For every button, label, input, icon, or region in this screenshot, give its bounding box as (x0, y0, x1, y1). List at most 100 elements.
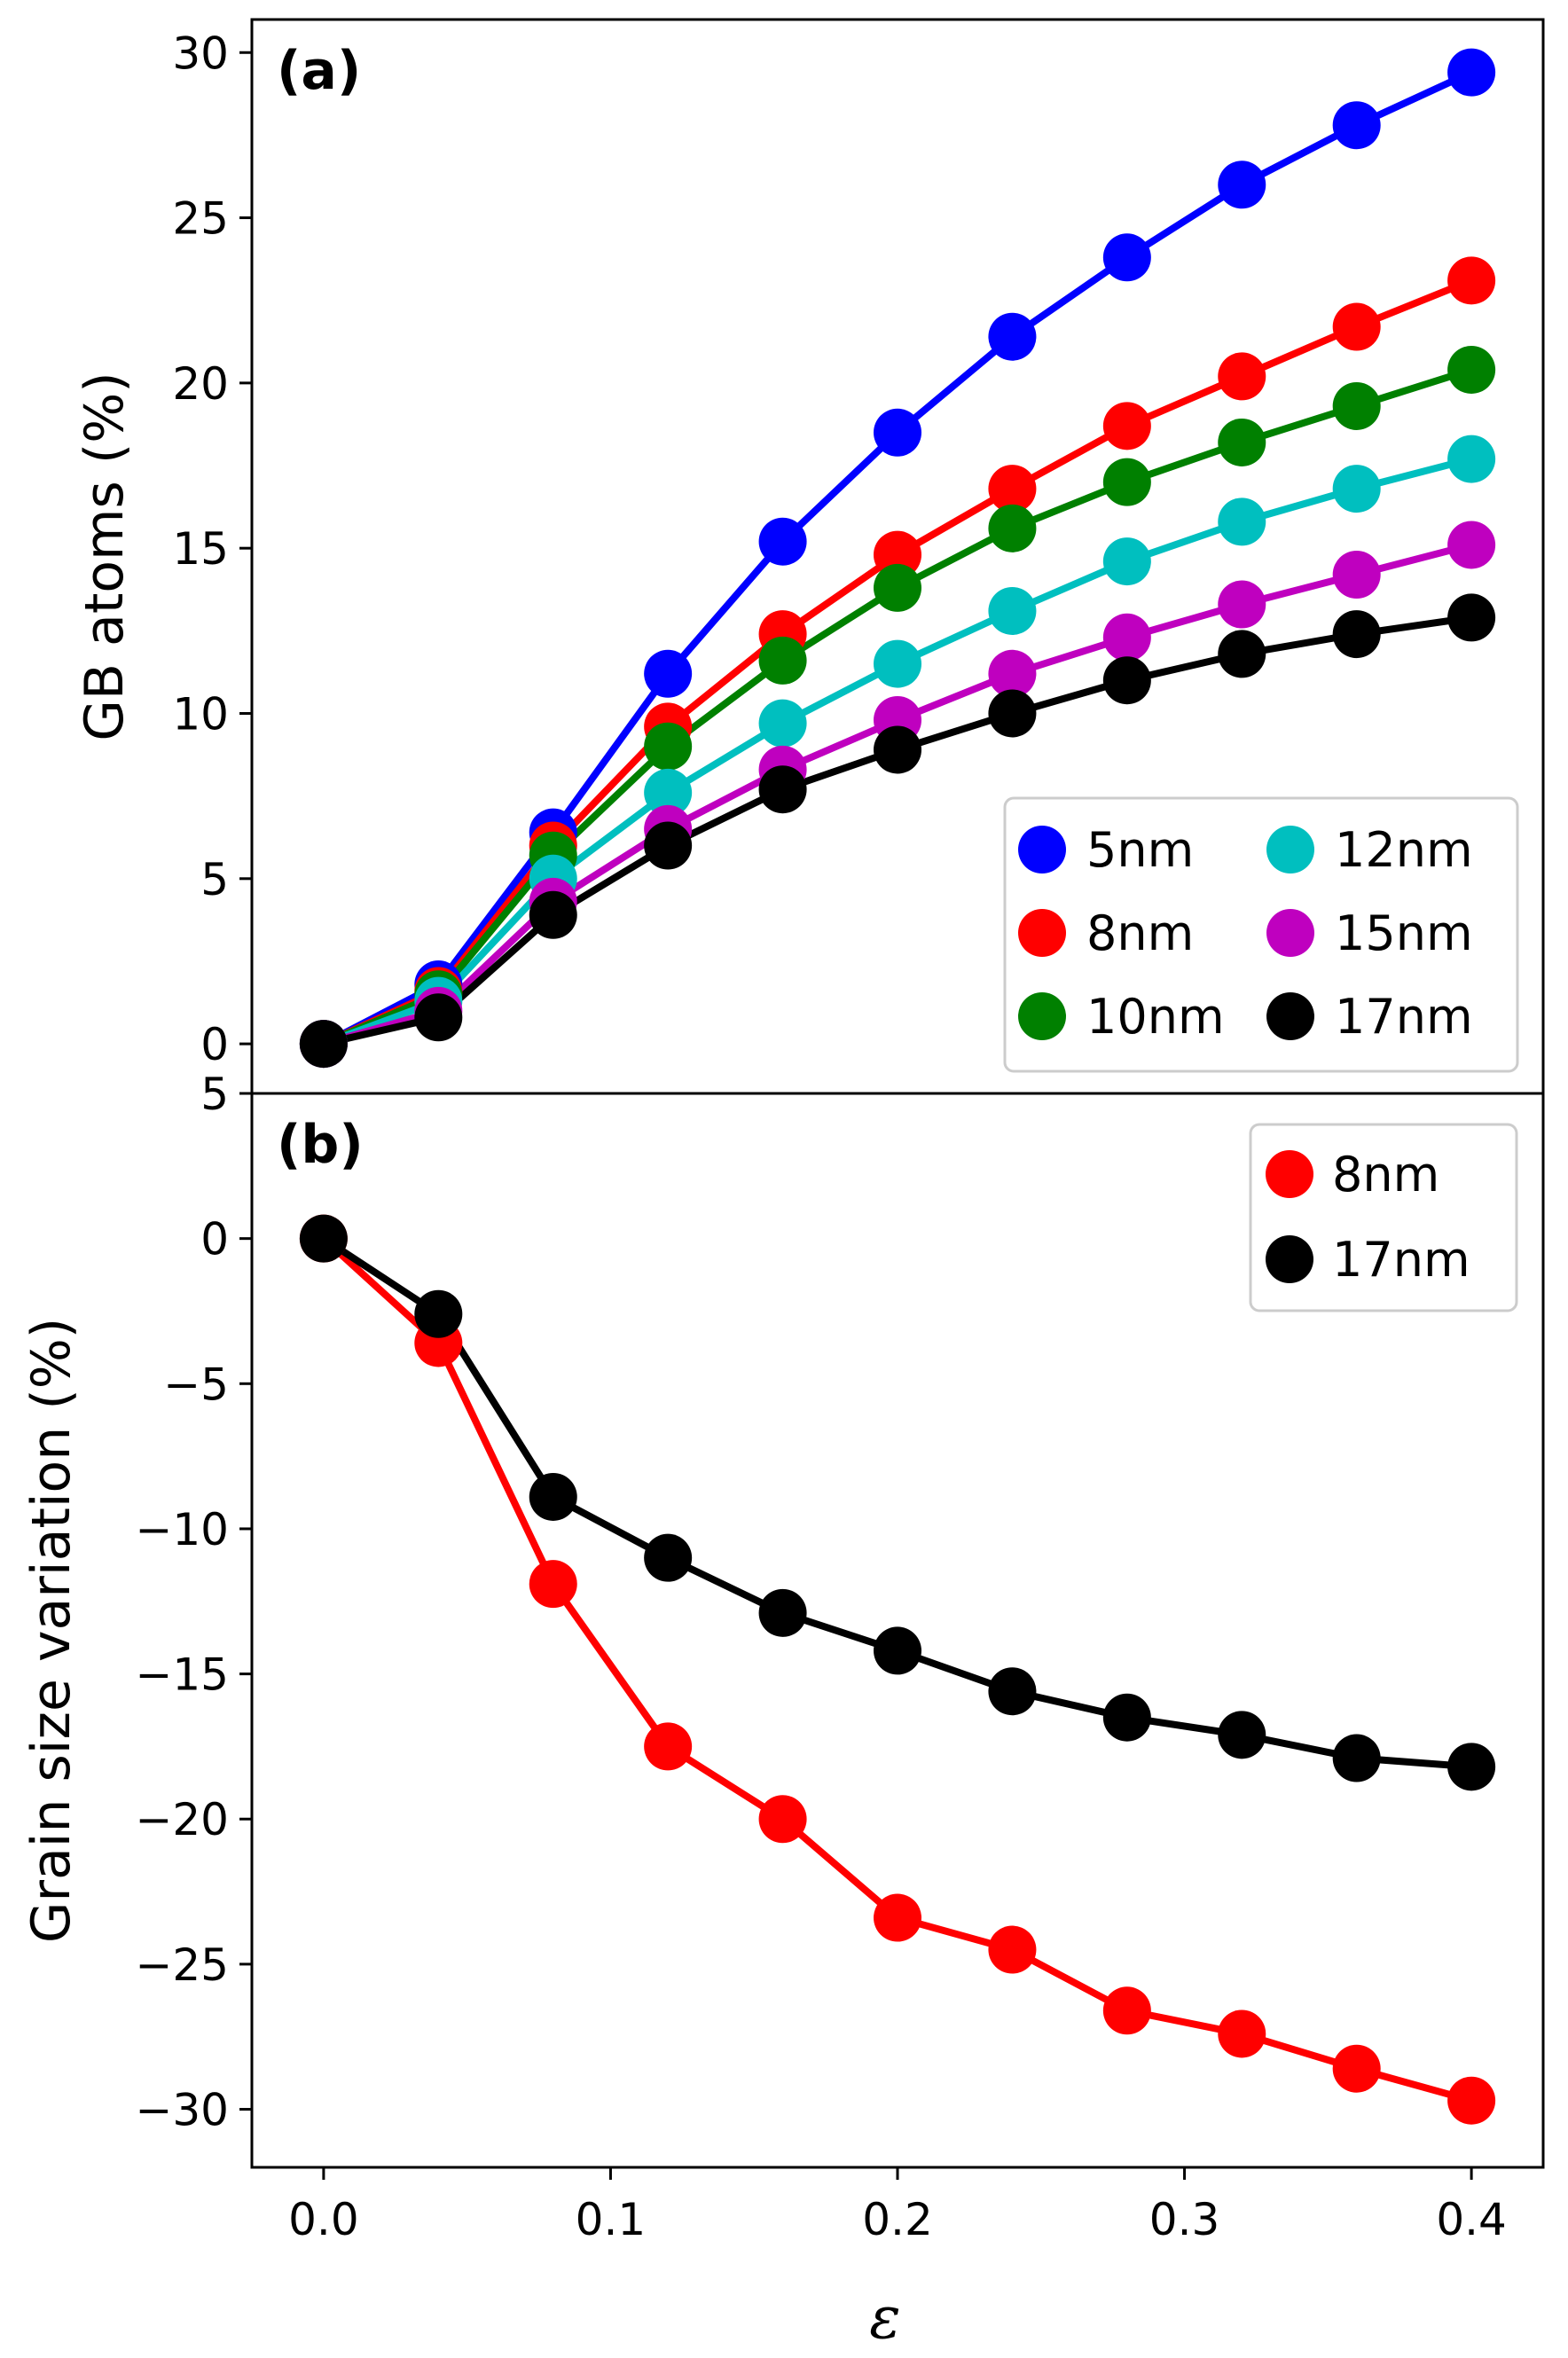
x-axis-label: ε (869, 2284, 900, 2352)
data-point-10nm (1102, 458, 1151, 506)
data-point-8nm (1447, 256, 1496, 305)
data-point-10nm (1332, 381, 1381, 430)
data-point-15nm (1332, 550, 1381, 599)
x-tick-label: 0.4 (1436, 2194, 1507, 2245)
data-point-12nm (988, 586, 1037, 635)
legend-box (1003, 796, 1519, 1073)
y-axis-label: Grain size variation (%) (20, 1318, 82, 1943)
legend-marker (1266, 909, 1314, 957)
data-point-5nm (758, 517, 807, 566)
data-point-17nm (1102, 656, 1151, 705)
data-point-17nm (1218, 1711, 1266, 1759)
data-point-12nm (1102, 537, 1151, 586)
data-point-17nm (1332, 610, 1381, 659)
data-point-17nm (299, 1020, 348, 1069)
y-tick-label: 15 (172, 523, 229, 575)
data-point-17nm (1447, 593, 1496, 642)
data-point-15nm (1218, 580, 1266, 629)
y-tick-label: −5 (163, 1359, 229, 1410)
data-point-17nm (874, 1626, 921, 1675)
data-point-12nm (1447, 435, 1496, 483)
y-axis-label: GB atoms (%) (74, 372, 136, 740)
x-tick-label: 0.2 (862, 2194, 933, 2245)
data-point-8nm (988, 465, 1037, 513)
data-point-17nm (758, 765, 807, 814)
y-tick-label: −10 (135, 1504, 229, 1555)
data-point-10nm (1447, 345, 1496, 394)
data-point-5nm (874, 408, 921, 457)
data-point-8nm (1102, 1986, 1151, 2035)
legend-label: 17nm (1332, 1232, 1470, 1288)
data-point-8nm (1218, 352, 1266, 401)
y-tick-label: 25 (172, 193, 229, 245)
markers-layer (299, 48, 1496, 2125)
data-point-17nm (529, 890, 577, 939)
legend-label: 5nm (1086, 822, 1194, 878)
data-point-12nm (758, 699, 807, 748)
panel-label: (b) (277, 1114, 364, 1176)
data-point-8nm (1332, 2044, 1381, 2093)
legend-marker (1018, 826, 1066, 873)
y-tick-label: 30 (172, 27, 229, 79)
data-point-8nm (1218, 2009, 1266, 2058)
data-point-5nm (1218, 161, 1266, 209)
data-point-5nm (1447, 48, 1496, 97)
data-point-12nm (644, 768, 693, 817)
data-point-17nm (758, 1588, 807, 1637)
data-point-10nm (988, 504, 1037, 552)
data-point-17nm (988, 1667, 1037, 1716)
y-tick-label: 0 (200, 1019, 229, 1070)
data-point-17nm (644, 821, 693, 870)
legend-marker (1266, 826, 1314, 873)
panel-label: (a) (277, 40, 361, 102)
data-point-12nm (1332, 465, 1381, 513)
y-tick-label: 10 (172, 688, 229, 740)
legend-label: 8nm (1086, 905, 1194, 961)
legend-marker (1018, 992, 1066, 1040)
x-tick-label: 0.3 (1149, 2194, 1220, 2245)
x-tick-label: 0.1 (576, 2194, 647, 2245)
data-point-10nm (644, 722, 693, 771)
data-point-8nm (1332, 302, 1381, 351)
y-tick-label: −15 (135, 1649, 229, 1701)
data-point-5nm (1332, 101, 1381, 150)
x-tick-label: 0.0 (288, 2194, 359, 2245)
y-tick-label: 0 (200, 1214, 229, 1265)
data-point-8nm (644, 1722, 693, 1771)
legend-marker (1018, 909, 1066, 957)
y-tick-label: −30 (135, 2085, 229, 2136)
data-point-5nm (1102, 233, 1151, 282)
legend-label: 10nm (1086, 989, 1225, 1045)
legend-label: 12nm (1335, 822, 1473, 878)
data-point-8nm (529, 1560, 577, 1609)
data-point-17nm (874, 725, 921, 774)
legend-label: 8nm (1332, 1147, 1439, 1203)
data-point-10nm (1218, 418, 1266, 466)
axes-layer (239, 18, 1545, 2180)
data-point-8nm (988, 1925, 1037, 1974)
y-tick-label: −25 (135, 1939, 229, 1991)
data-point-17nm (1332, 1734, 1381, 1782)
legend-marker (1266, 1150, 1313, 1198)
data-point-12nm (874, 639, 921, 688)
data-point-17nm (414, 993, 463, 1042)
legend-marker (1266, 1235, 1313, 1283)
data-point-5nm (644, 649, 693, 698)
data-point-17nm (644, 1533, 693, 1582)
data-point-17nm (414, 1289, 463, 1338)
data-point-5nm (988, 312, 1037, 361)
y-tick-label: −20 (135, 1794, 229, 1845)
data-point-8nm (1102, 402, 1151, 450)
data-point-17nm (988, 689, 1037, 738)
legend-marker (1266, 992, 1314, 1040)
legend-layer: 5nm 8nm 10nm 12nm 15nm 17nm 8nm 17nm (1003, 796, 1519, 1312)
y-tick-label: 20 (172, 358, 229, 410)
data-point-15nm (1447, 521, 1496, 569)
data-point-15nm (1102, 613, 1151, 662)
data-point-12nm (1218, 497, 1266, 546)
data-point-8nm (758, 1795, 807, 1844)
data-point-8nm (874, 1893, 921, 1942)
